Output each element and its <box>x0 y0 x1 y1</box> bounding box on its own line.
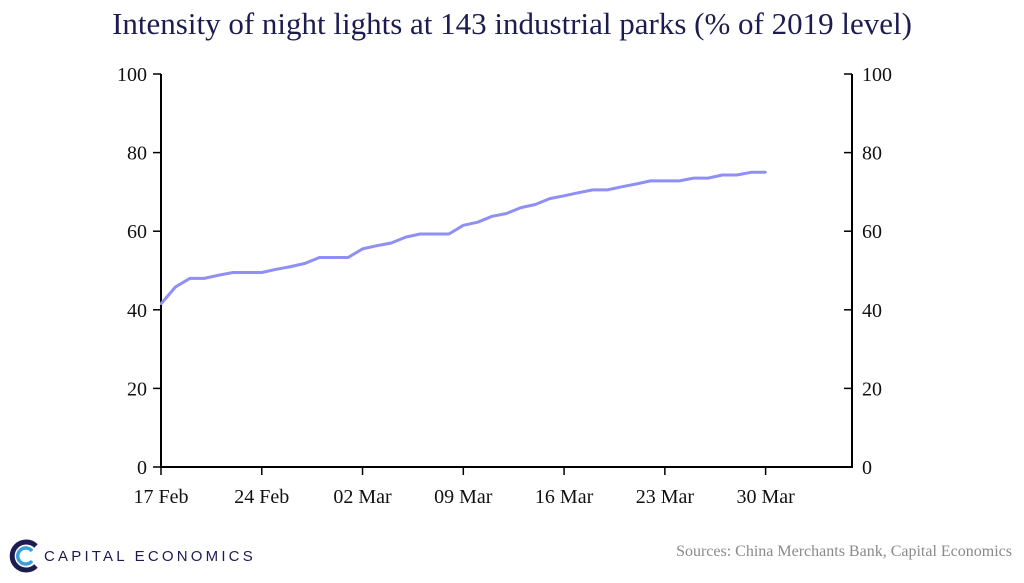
series-line <box>159 170 766 305</box>
left-tick-label: 20 <box>127 378 147 400</box>
left-tick-label: 60 <box>127 221 147 243</box>
data-point <box>246 271 249 274</box>
data-point <box>404 235 407 239</box>
source-note: Sources: China Merchants Bank, Capital E… <box>676 543 1012 560</box>
left-axis-ticks: 0 20 40 60 80 100 <box>117 64 161 479</box>
x-tick-label: 09 Mar <box>434 486 493 508</box>
x-tick-label: 02 Mar <box>333 486 392 508</box>
data-point <box>375 244 379 247</box>
data-point <box>606 188 609 192</box>
data-point <box>634 182 638 186</box>
data-point <box>750 171 753 174</box>
data-point <box>476 220 479 224</box>
brand-name: CAPITAL ECONOMICS <box>44 548 256 565</box>
data-point <box>721 173 724 177</box>
data-point <box>548 197 551 200</box>
data-point <box>505 212 508 215</box>
data-point <box>577 191 580 194</box>
right-tick-label: 80 <box>862 143 882 165</box>
data-point <box>202 277 206 280</box>
data-point <box>289 265 292 268</box>
data-point <box>390 241 393 245</box>
right-axis-ticks: 0 20 40 60 80 100 <box>844 64 892 479</box>
series-group <box>159 170 767 306</box>
data-point <box>678 179 681 183</box>
data-point <box>620 185 623 188</box>
data-point <box>260 271 263 274</box>
chart-title: Intensity of night lights at 143 industr… <box>112 6 912 41</box>
data-point <box>663 179 667 183</box>
left-tick-label: 100 <box>117 64 147 86</box>
data-point <box>361 247 364 251</box>
data-point <box>318 256 321 259</box>
x-axis-ticks: 17 Feb 24 Feb 02 Mar 09 Mar 16 Mar 23 Mar 30 M… <box>134 467 795 508</box>
right-tick-label: 20 <box>862 378 882 400</box>
data-point <box>159 302 163 306</box>
data-point <box>490 215 494 218</box>
data-point <box>562 194 566 198</box>
right-tick-label: 0 <box>862 457 872 479</box>
left-tick-label: 40 <box>127 300 147 322</box>
data-point <box>433 232 436 236</box>
data-point <box>706 176 710 180</box>
data-point <box>231 271 235 274</box>
data-point <box>534 203 537 206</box>
x-tick-label: 23 Mar <box>636 486 695 508</box>
data-point <box>174 285 177 289</box>
x-tick-label: 30 Mar <box>736 486 795 508</box>
x-tick-label: 24 Feb <box>234 486 289 508</box>
right-tick-label: 100 <box>862 64 892 86</box>
chart-axes <box>160 74 853 468</box>
data-point <box>649 179 652 183</box>
data-point <box>519 206 523 209</box>
data-point <box>332 256 335 259</box>
data-point <box>303 262 307 265</box>
left-tick-label: 80 <box>127 143 147 165</box>
data-point <box>735 173 739 177</box>
data-point <box>462 224 465 227</box>
x-tick-label: 16 Mar <box>535 486 594 508</box>
x-tick-label: 17 Feb <box>134 486 189 508</box>
data-point <box>591 188 595 192</box>
data-point <box>764 171 767 174</box>
data-point <box>188 277 191 280</box>
data-point <box>346 256 350 259</box>
left-tick-label: 0 <box>137 457 147 479</box>
right-tick-label: 40 <box>862 300 882 322</box>
data-point <box>274 268 278 271</box>
data-point <box>418 232 422 236</box>
data-point <box>447 232 451 236</box>
data-point <box>692 176 695 180</box>
data-point <box>217 274 220 277</box>
capital-economics-logo-icon <box>9 539 38 573</box>
right-tick-label: 60 <box>862 221 882 243</box>
